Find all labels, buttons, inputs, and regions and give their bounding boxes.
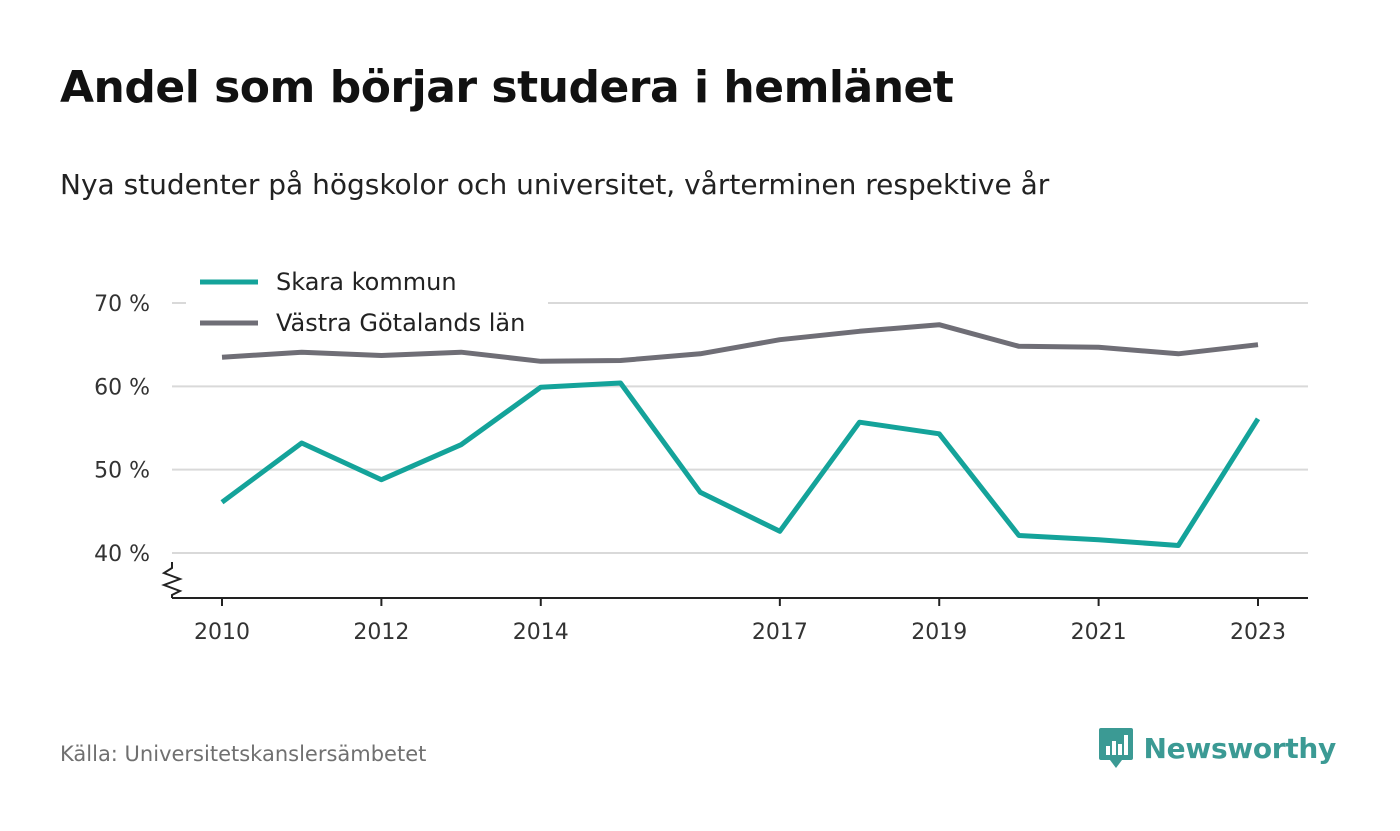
series-line-skara-kommun [220, 380, 1261, 548]
x-tick-label: 2021 [1071, 620, 1127, 645]
legend-label: Västra Götalands län [276, 309, 525, 337]
y-tick-label: 40 % [94, 542, 150, 567]
y-tick-label: 50 % [94, 459, 150, 484]
source-note: Källa: Universitetskanslersämbetet [60, 742, 427, 766]
series-lines [220, 322, 1261, 548]
chart-subtitle: Nya studenter på högskolor och universit… [60, 168, 1050, 201]
brand-logo: Newsworthy [1098, 726, 1336, 770]
x-tick-label: 2023 [1230, 620, 1286, 645]
brand-name: Newsworthy [1143, 731, 1337, 765]
line-chart: 40 % 50 % 60 % 70 % 2010 2012 2014 2017 2019 2021… [94, 260, 1308, 645]
axes: 40 % 50 % 60 % 70 % 2010 2012 2014 2017 2019 2021… [94, 292, 1308, 645]
chart-title: Andel som börjar studera i hemlänet [60, 62, 954, 113]
legend-label: Skara kommun [276, 268, 457, 296]
legend-background [186, 260, 548, 342]
y-tick-label: 60 % [94, 375, 150, 400]
x-tick-label: 2010 [194, 620, 250, 645]
x-tick-label: 2017 [752, 620, 808, 645]
series-line-vastra-gotalands-lan [221, 322, 1259, 364]
axis-break-mark [161, 562, 183, 598]
x-tick-label: 2012 [353, 620, 409, 645]
x-tick-label: 2019 [911, 620, 967, 645]
newsworthy-logo-icon [1098, 728, 1133, 768]
y-tick-label: 70 % [94, 292, 150, 317]
x-tick-label: 2014 [513, 620, 569, 645]
legend: Skara kommun Västra Götalands län [186, 260, 548, 342]
